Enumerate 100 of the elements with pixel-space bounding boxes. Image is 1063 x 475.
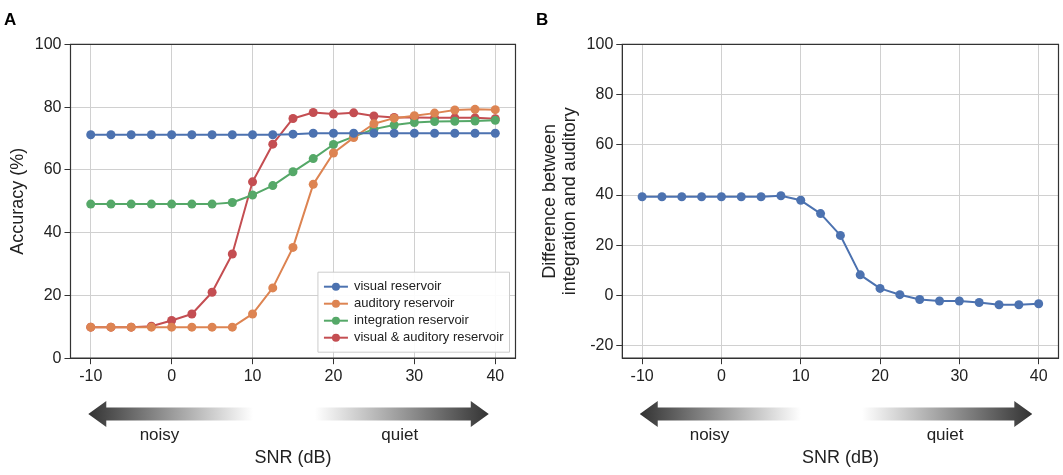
y-tick-label: 60 — [43, 160, 62, 178]
y-tick-label: 20 — [43, 285, 62, 303]
point — [796, 195, 806, 205]
point — [227, 198, 237, 208]
point — [450, 105, 460, 115]
point — [86, 199, 96, 209]
text: noisy — [139, 425, 180, 445]
point — [207, 322, 217, 332]
point — [369, 128, 379, 138]
point — [490, 128, 500, 138]
point — [328, 148, 338, 158]
point — [248, 309, 258, 319]
x-tick-label: 40 — [1029, 367, 1048, 385]
y-tick-label: 0 — [604, 285, 614, 303]
y-tick-label: 60 — [595, 135, 614, 153]
point — [288, 242, 298, 252]
legend-label: auditory reservoir — [353, 295, 456, 311]
point — [835, 230, 845, 240]
x-tick-label: -10 — [79, 367, 103, 385]
point — [288, 167, 298, 177]
point — [106, 130, 116, 140]
point — [369, 119, 379, 129]
point — [308, 179, 318, 189]
point — [268, 139, 278, 149]
x-tick-label: -10 — [630, 367, 654, 385]
point — [248, 130, 258, 140]
point — [816, 209, 826, 219]
point — [187, 199, 197, 209]
y-tick-label: 40 — [595, 185, 614, 203]
point — [450, 128, 460, 138]
point — [167, 130, 177, 140]
point — [328, 109, 338, 119]
point — [490, 105, 500, 115]
point — [268, 283, 278, 293]
point — [268, 130, 278, 140]
point — [187, 309, 197, 319]
point — [935, 296, 945, 306]
point — [288, 113, 298, 123]
point — [328, 128, 338, 138]
point — [126, 199, 136, 209]
point — [308, 108, 318, 117]
point — [409, 128, 419, 138]
x-tick-label: 0 — [716, 367, 726, 385]
x-axis-title: SNR (dB) — [801, 447, 879, 468]
x-tick-label: 0 — [167, 367, 177, 385]
y-tick-label: 80 — [595, 85, 614, 103]
point — [167, 322, 177, 332]
point — [207, 199, 217, 209]
y-axis-title: Accuracy (%) — [6, 147, 27, 255]
point — [308, 128, 318, 138]
point — [974, 297, 984, 307]
point — [187, 130, 197, 140]
point — [268, 181, 278, 191]
point — [167, 199, 177, 209]
point — [248, 177, 258, 187]
y-tick-label: 100 — [586, 34, 614, 52]
point — [756, 192, 766, 202]
y-tick-label: 40 — [43, 223, 62, 241]
point — [288, 129, 298, 139]
point — [855, 270, 865, 280]
point — [187, 322, 197, 332]
point — [227, 249, 237, 259]
point — [470, 128, 480, 138]
text: noisy — [689, 425, 730, 445]
chart-title: A — [4, 9, 17, 29]
point — [308, 154, 318, 164]
point — [369, 111, 379, 121]
x-tick-label: 10 — [243, 367, 262, 385]
point — [146, 199, 156, 209]
point — [716, 192, 726, 202]
text: quiet — [381, 425, 419, 445]
x-tick-label: 40 — [486, 367, 505, 385]
y-tick-label: 0 — [52, 348, 62, 366]
point — [637, 192, 647, 202]
point — [227, 322, 237, 332]
y-tick-label: 100 — [34, 34, 62, 52]
x-tick-label: 30 — [950, 367, 969, 385]
x-tick-label: 10 — [791, 367, 810, 385]
point — [875, 283, 885, 293]
x-tick-label: 30 — [405, 367, 424, 385]
point — [349, 128, 359, 138]
point — [430, 108, 440, 118]
point — [349, 108, 359, 118]
point — [248, 190, 258, 200]
point — [736, 192, 746, 202]
chart-title: B — [536, 9, 549, 29]
x-tick-label: 20 — [871, 367, 890, 385]
legend-label: visual & auditory reservoir — [353, 329, 505, 345]
point — [126, 130, 136, 140]
x-tick-label: 20 — [324, 367, 343, 385]
point — [657, 192, 667, 202]
point — [994, 300, 1004, 310]
point — [470, 104, 480, 114]
point — [1014, 300, 1024, 310]
x-axis-title: SNR (dB) — [254, 447, 332, 468]
point — [328, 140, 338, 149]
point — [1034, 299, 1044, 309]
point — [106, 199, 116, 209]
y-tick-label: -20 — [590, 336, 614, 354]
point — [915, 294, 925, 304]
